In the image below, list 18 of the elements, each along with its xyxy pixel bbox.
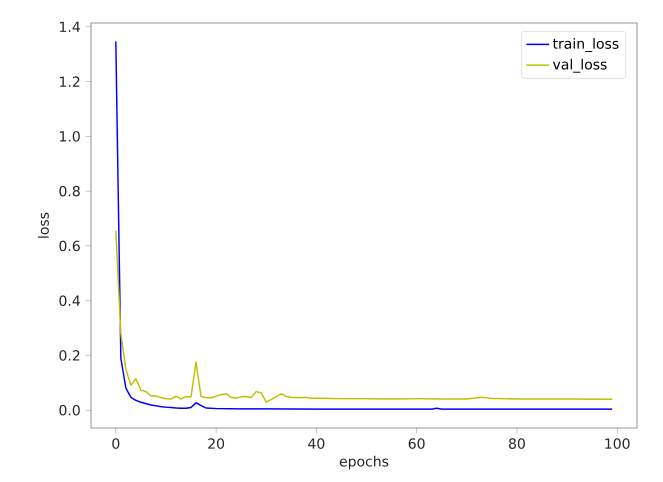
x-tick-label: 60 <box>408 438 425 449</box>
x-tick-label: 20 <box>208 438 224 449</box>
x-axis-title: epochs <box>340 456 388 470</box>
y-axis-title: loss <box>38 212 49 238</box>
y-tick-label: 0.4 <box>59 295 80 306</box>
legend-label: val_loss <box>552 58 607 73</box>
legend-label: train_loss <box>552 38 618 52</box>
x-tick-label: 40 <box>308 438 324 449</box>
x-tick-label: 0 <box>112 438 120 449</box>
y-tick-label: 1.0 <box>60 131 80 142</box>
y-tick-label: 0.8 <box>59 186 80 196</box>
x-tick-label: 100 <box>605 438 630 449</box>
y-tick-label: 1.2 <box>60 76 80 87</box>
y-tick-label: 0.6 <box>59 240 80 252</box>
y-tick-label: 0.0 <box>59 404 80 416</box>
y-tick-label: 0.2 <box>59 350 80 361</box>
x-tick-label: 80 <box>508 438 525 449</box>
y-tick-label: 1.4 <box>60 22 80 32</box>
